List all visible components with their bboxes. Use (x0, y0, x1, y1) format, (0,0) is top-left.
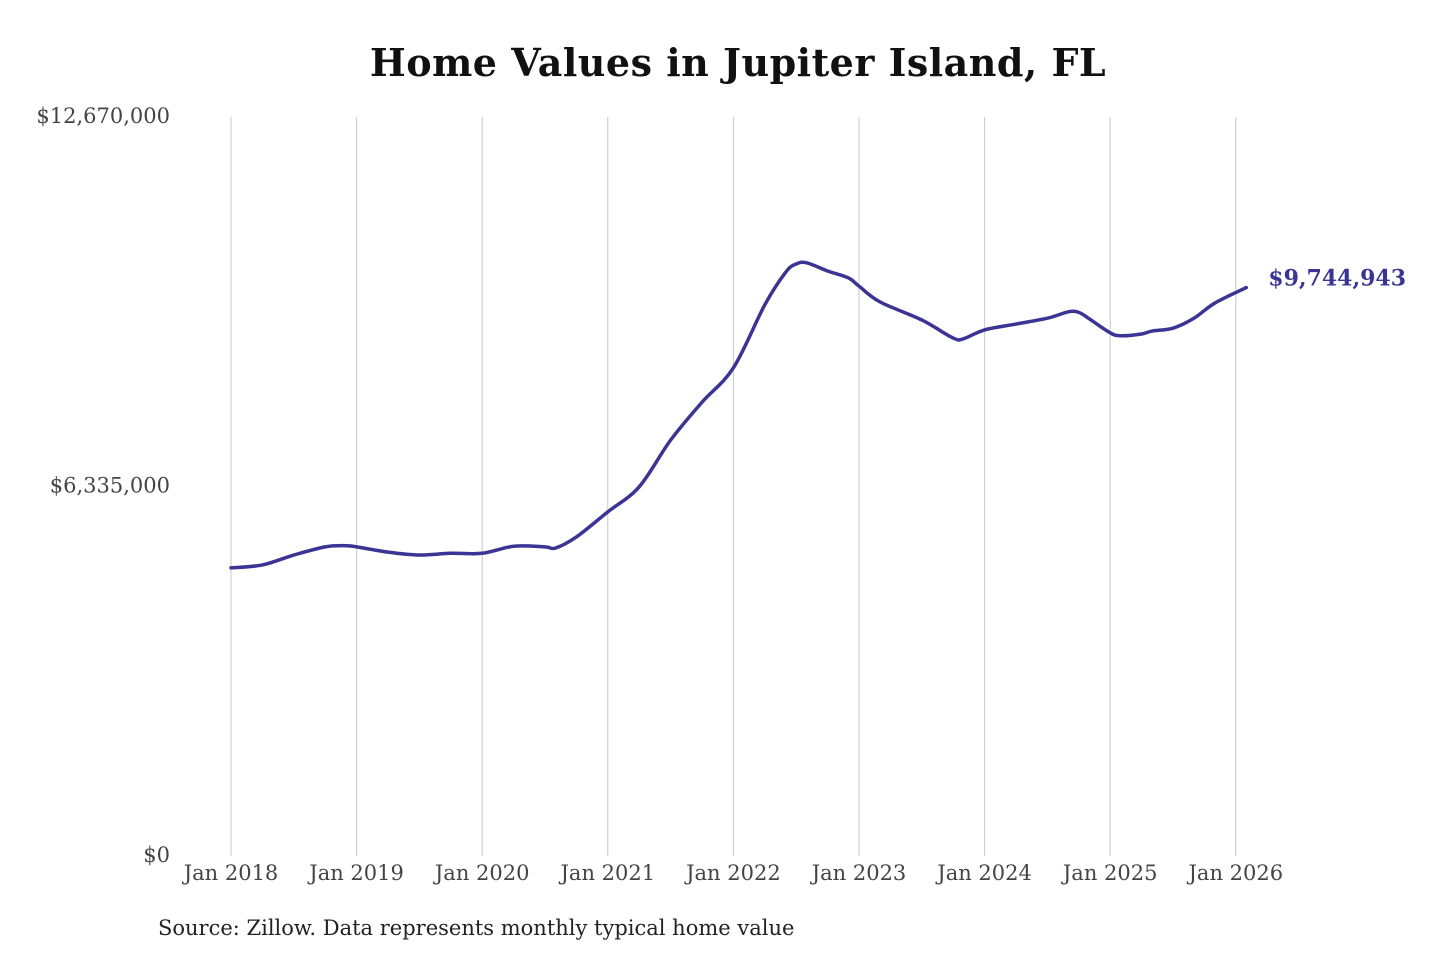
x-tick-label: Jan 2025 (1061, 861, 1158, 885)
y-tick-label: $0 (143, 843, 170, 867)
y-tick-label: $6,335,000 (50, 474, 170, 498)
x-tick-label: Jan 2026 (1187, 861, 1284, 885)
x-tick-label: Jan 2019 (307, 861, 404, 885)
x-tick-label: Jan 2018 (182, 861, 279, 885)
x-tick-label: Jan 2020 (433, 861, 530, 885)
x-tick-label: Jan 2023 (810, 861, 907, 885)
x-tick-label: Jan 2024 (935, 861, 1032, 885)
y-tick-label: $12,670,000 (36, 104, 170, 128)
end-value-label: $9,744,943 (1268, 266, 1406, 292)
x-tick-label: Jan 2022 (684, 861, 781, 885)
x-tick-label: Jan 2021 (559, 861, 656, 885)
chart-title: Home Values in Jupiter Island, FL (369, 40, 1107, 85)
source-note: Source: Zillow. Data represents monthly … (158, 916, 795, 940)
series-line (229, 260, 1249, 570)
